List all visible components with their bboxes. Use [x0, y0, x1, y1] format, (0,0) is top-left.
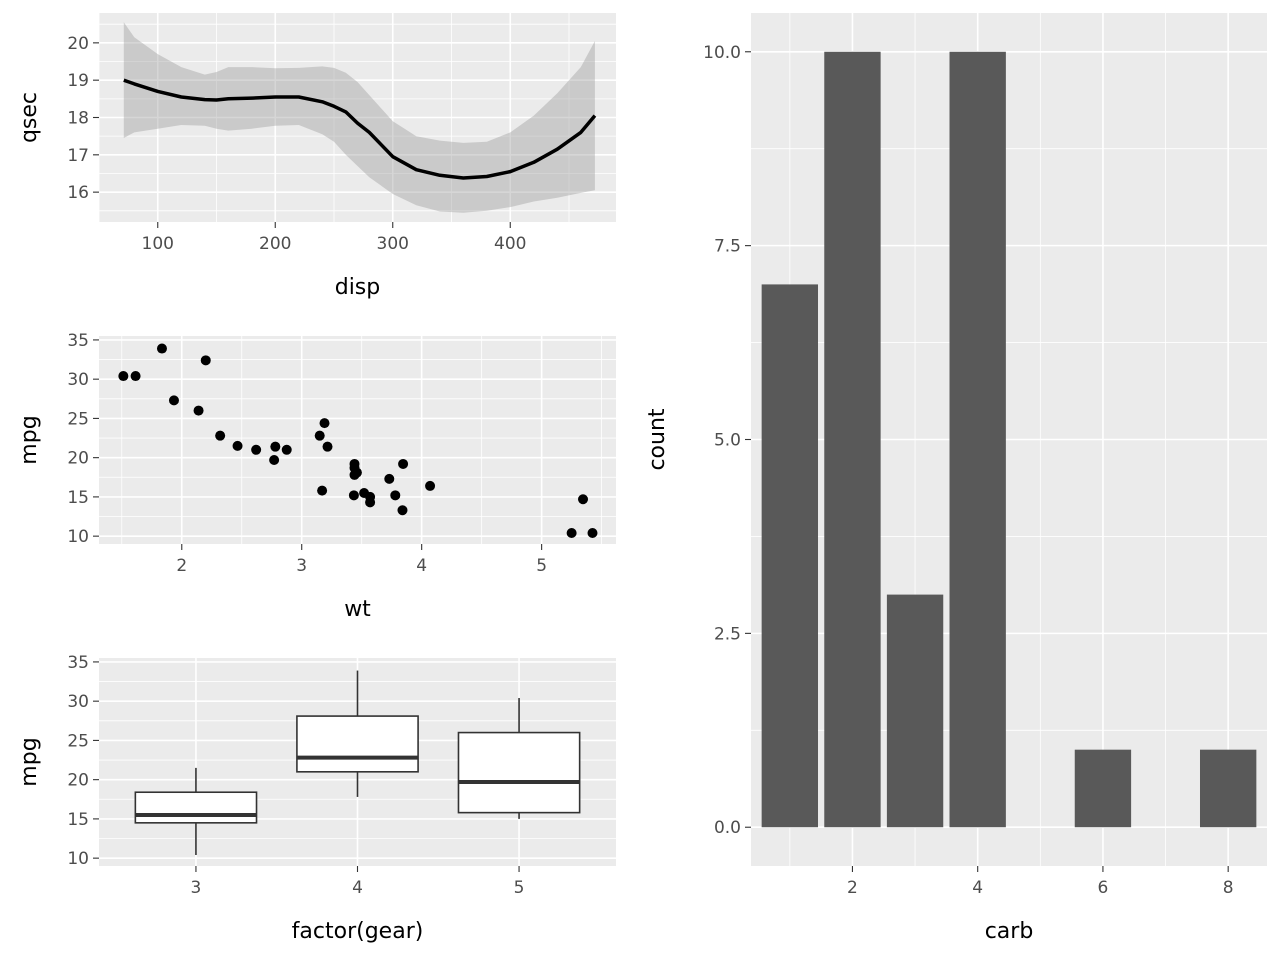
- y-tick-label: 17: [67, 146, 89, 166]
- y-axis-title: qsec: [17, 92, 42, 143]
- y-tick-label: 2.5: [714, 624, 741, 644]
- scatter-point: [390, 490, 401, 501]
- x-tick-label: 300: [377, 234, 409, 254]
- scatter-point: [365, 491, 376, 502]
- scatter-point: [384, 473, 395, 484]
- x-tick-label: 8: [1223, 878, 1234, 898]
- x-tick-label: 3: [296, 556, 307, 576]
- scatter-point: [281, 444, 292, 455]
- y-tick-label: 35: [67, 653, 89, 673]
- scatter-point: [322, 441, 333, 452]
- bar-carb-6: [1074, 749, 1132, 828]
- y-tick-label: 30: [67, 370, 89, 390]
- scatter-point: [270, 441, 281, 452]
- y-tick-label: 7.5: [714, 237, 741, 257]
- y-tick-label: 0.0: [714, 818, 741, 838]
- box-body: [296, 715, 419, 773]
- scatter-point: [587, 528, 598, 539]
- x-axis-title: disp: [335, 275, 381, 300]
- x-tick-label: 100: [142, 234, 174, 254]
- x-tick-label: 3: [191, 878, 202, 898]
- scatter-point: [232, 440, 243, 451]
- scatter-point: [200, 355, 211, 366]
- scatter-point: [317, 485, 328, 496]
- y-tick-label: 19: [67, 71, 89, 91]
- box-body: [134, 791, 258, 824]
- y-axis-title: mpg: [17, 415, 42, 464]
- bar-carb-2: [824, 51, 881, 828]
- scatter-point: [314, 430, 325, 441]
- mpg-by-gear-boxplot-chart: 10 15 20 25 30 35 3 4 5 factor(gear) mpg: [17, 653, 616, 944]
- x-tick-label: 4: [352, 878, 363, 898]
- y-tick-label: 25: [67, 409, 89, 429]
- scatter-point: [398, 458, 409, 469]
- y-tick-label: 10: [67, 527, 89, 547]
- bar-carb-4: [949, 51, 1006, 828]
- y-tick-label: 5.0: [714, 431, 741, 451]
- scatter-point: [130, 371, 141, 382]
- scatter-point: [251, 444, 262, 455]
- y-tick-label: 30: [67, 692, 89, 712]
- scatter-point: [566, 528, 577, 539]
- scatter-point: [215, 430, 226, 441]
- y-axis-title: mpg: [17, 737, 42, 786]
- box-5: [457, 698, 581, 819]
- scatter-point: [193, 405, 204, 416]
- x-tick-label: 4: [416, 556, 427, 576]
- y-axis-title: count: [645, 408, 670, 470]
- scatter-point: [319, 418, 330, 429]
- carb-count-bar-chart: 0.0 2.5 5.0 7.5 10.0 2 4 6 8 carb count: [645, 13, 1267, 944]
- box-3: [134, 767, 258, 856]
- x-axis-title: factor(gear): [292, 919, 424, 944]
- scatter-point: [578, 494, 589, 505]
- x-tick-label: 5: [514, 878, 525, 898]
- bar-carb-1: [761, 284, 819, 828]
- scatter-point: [269, 455, 280, 466]
- y-tick-label: 20: [67, 449, 89, 469]
- x-tick-label: 5: [536, 556, 547, 576]
- x-tick-label: 400: [494, 234, 526, 254]
- scatter-point: [349, 469, 360, 480]
- y-tick-label: 20: [67, 34, 89, 54]
- x-tick-label: 6: [1098, 878, 1109, 898]
- scatter-point: [156, 343, 167, 354]
- box-body: [457, 731, 581, 814]
- y-tick-label: 25: [67, 731, 89, 751]
- y-tick-label: 10.0: [703, 43, 741, 63]
- x-axis-title: carb: [985, 919, 1034, 944]
- smooth-line: [123, 78, 597, 180]
- y-tick-label: 15: [67, 488, 89, 508]
- scatter-point: [349, 458, 360, 469]
- x-tick-label: 4: [972, 878, 983, 898]
- x-tick-label: 200: [259, 234, 291, 254]
- y-tick-label: 15: [67, 810, 89, 830]
- y-tick-label: 35: [67, 331, 89, 351]
- scatter-point: [118, 371, 129, 382]
- scatter-point: [425, 480, 436, 491]
- x-tick-label: 2: [847, 878, 858, 898]
- box-4: [296, 670, 419, 797]
- y-tick-label: 10: [67, 849, 89, 869]
- bar-carb-8: [1199, 749, 1257, 828]
- y-tick-label: 18: [67, 109, 89, 129]
- x-axis-title: wt: [344, 597, 371, 622]
- confidence-band: [123, 22, 595, 213]
- bar-carb-3: [886, 594, 944, 828]
- qsec-vs-disp-smooth-chart: 16 17 18 19 20 100 200 300 400 disp qsec: [17, 13, 616, 300]
- scatter-point: [348, 490, 359, 501]
- panel-background: [99, 336, 616, 544]
- mpg-vs-wt-scatter-chart: 10 15 20 25 30 35 2 3 4 5 wt mpg: [17, 331, 616, 622]
- x-tick-label: 2: [176, 556, 187, 576]
- scatter-point: [397, 505, 408, 516]
- y-tick-label: 20: [67, 771, 89, 791]
- scatter-point: [168, 395, 179, 406]
- y-tick-label: 16: [67, 183, 89, 203]
